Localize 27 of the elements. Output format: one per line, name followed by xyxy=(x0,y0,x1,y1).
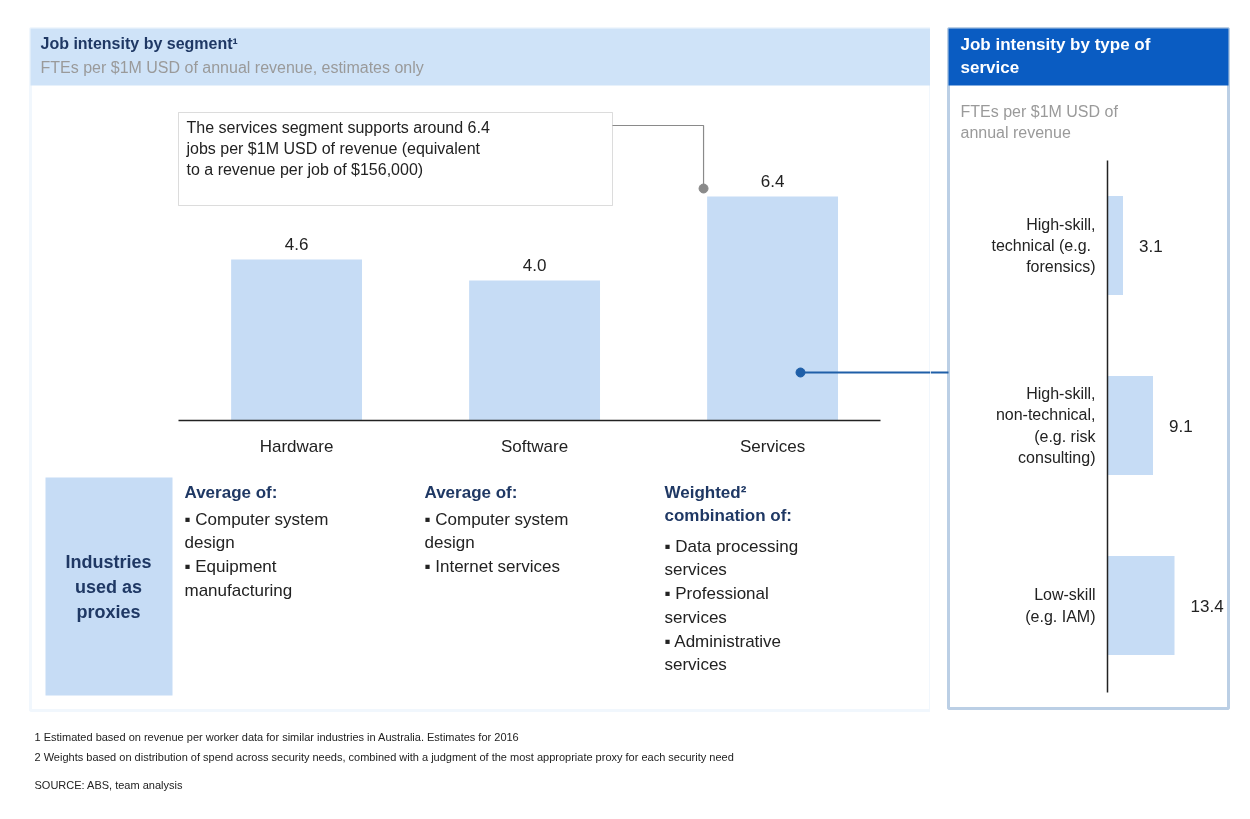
y-tick-label: High-skill, non-technical, (e.g. risk consulting) xyxy=(995,385,1097,466)
text: ▪ Data processing services ▪ Professional services ▪ Administrative services xyxy=(664,536,799,675)
source-note: SOURCE: ABS, team analysis xyxy=(34,778,183,791)
text: ▪ Computer system design ▪ Internet services xyxy=(424,509,569,576)
data-label: 6.4 xyxy=(760,171,785,191)
data-label: 4.0 xyxy=(522,255,547,275)
text: Average of: xyxy=(184,482,278,502)
x-tick-label: Hardware xyxy=(259,436,334,456)
text: 1 Estimated based on revenue per worker data for similar industries in Australia. Estimates for 2016 xyxy=(34,730,519,743)
text: Average of: xyxy=(424,482,518,502)
x-tick-label: Software xyxy=(501,436,569,456)
data-label: 4.6 xyxy=(284,234,309,254)
chart-subtitle: FTEs per $1M USD of annual revenue xyxy=(960,102,1119,141)
text: The services segment supports around 6.4 jobs per $1M USD of revenue (equivalent to a revenue per job of $156,000) xyxy=(185,118,490,178)
text: Weighted² combination of: xyxy=(664,482,792,526)
chart-subtitle: FTEs per $1M USD of annual revenue, estimates only xyxy=(40,58,424,76)
data-label: 3.1 xyxy=(1139,236,1163,256)
data-label: 9.1 xyxy=(1169,416,1193,436)
x-tick-label: Services xyxy=(739,436,806,456)
y-tick-label: High-skill, technical (e.g. forensics) xyxy=(991,215,1096,276)
text: ▪ Computer system design ▪ Equipment manufacturing xyxy=(184,509,329,600)
y-tick-label: Low-skill (e.g. IAM) xyxy=(1025,586,1096,625)
chart-title: Job intensity by segment¹ xyxy=(40,34,238,52)
chart-title: Job intensity by type of service xyxy=(960,34,1151,78)
text: Industries used as proxies xyxy=(65,551,152,622)
text: 2 Weights based on distribution of spend across security needs, combined with a judgment of the most appropriate proxy for each security need xyxy=(34,750,734,763)
data-label: 13.4 xyxy=(1190,596,1224,616)
